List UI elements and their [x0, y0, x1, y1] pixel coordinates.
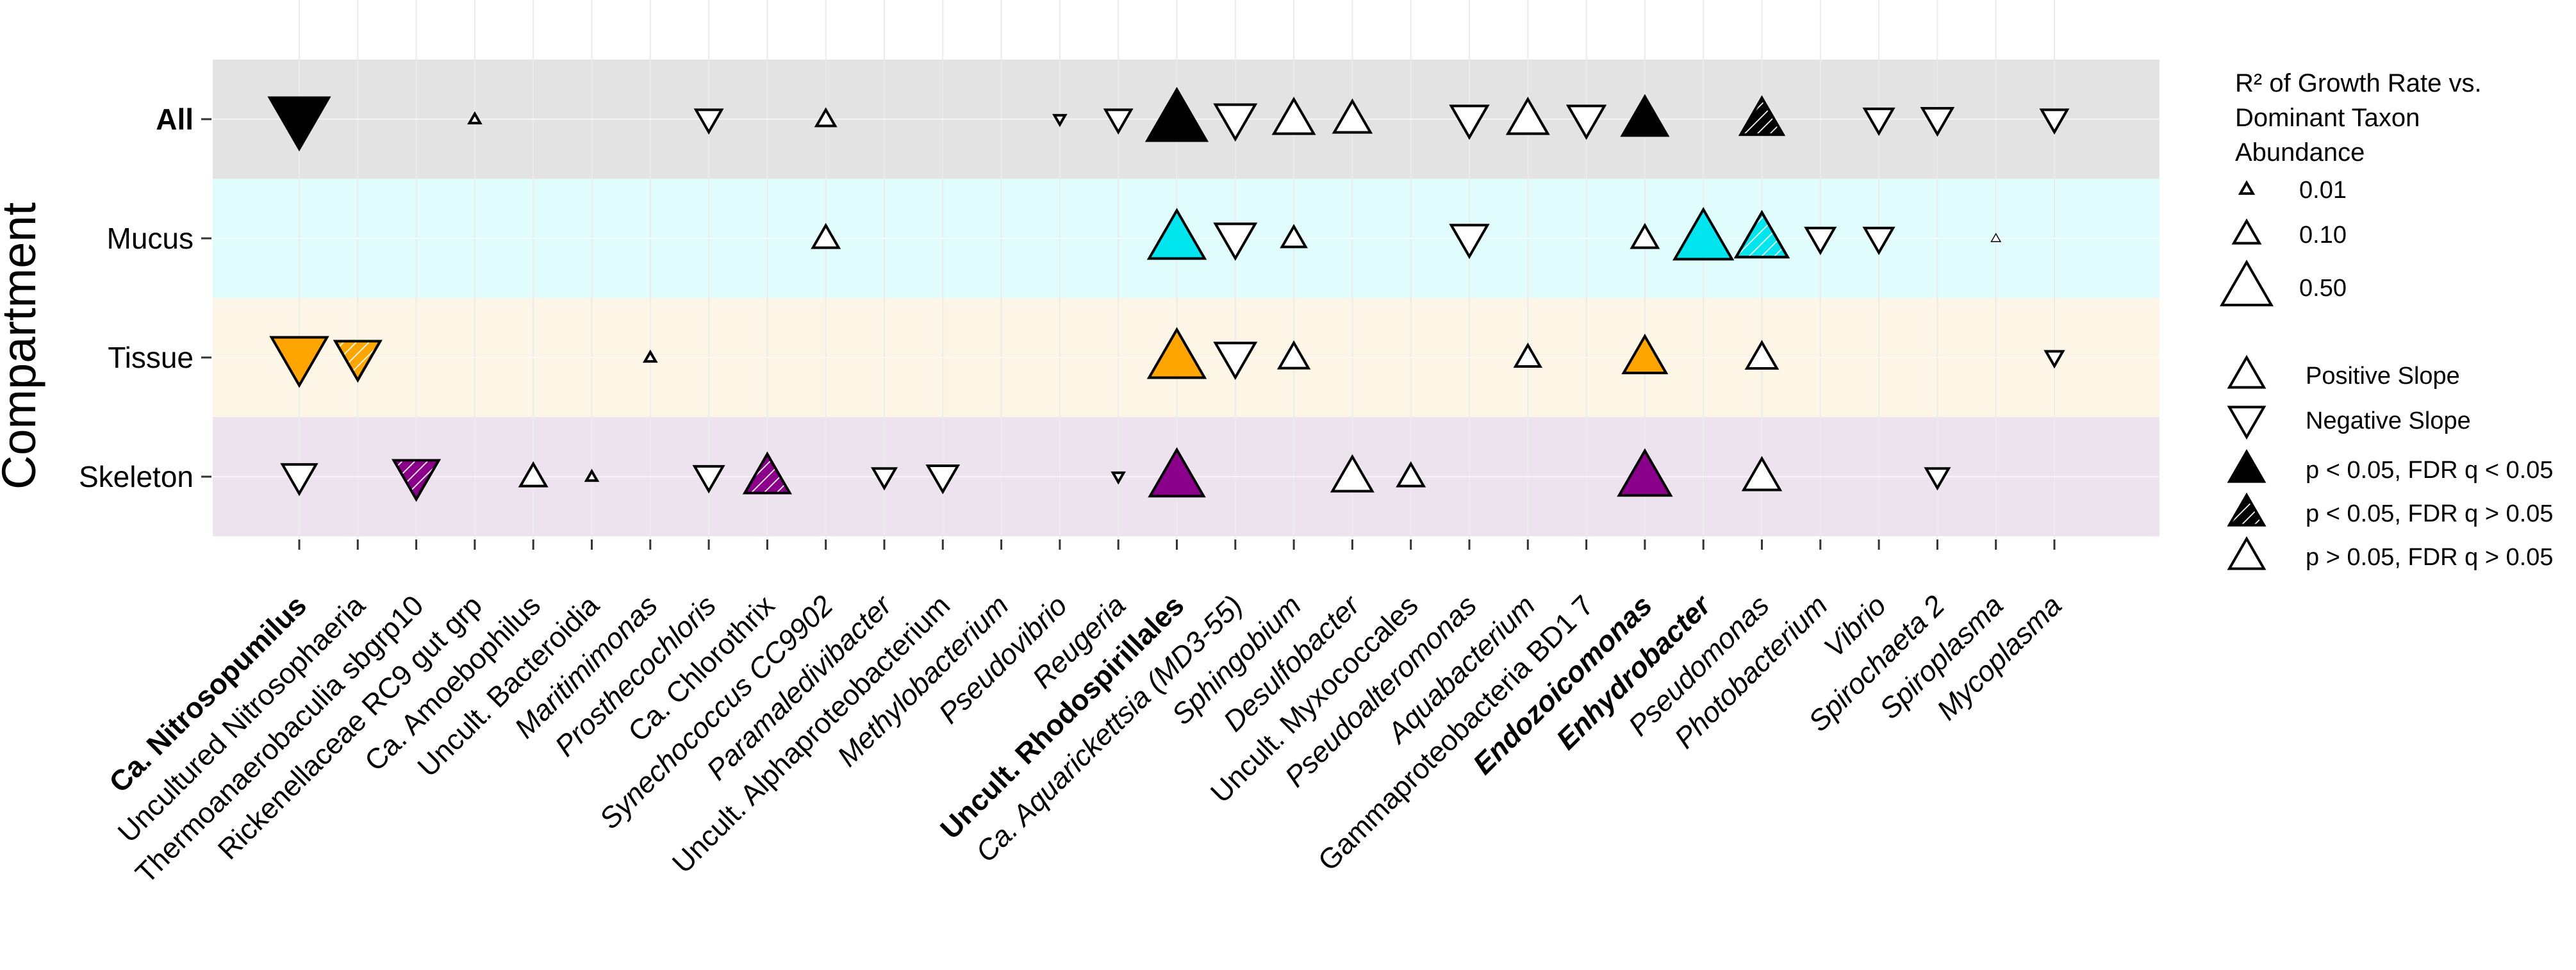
data-point: [1617, 448, 1673, 497]
data-point: [692, 464, 725, 494]
y-axis-title: Compartment: [0, 202, 45, 489]
data-point: [1280, 224, 1308, 249]
data-point: [1738, 95, 1786, 136]
legend-size-key: [2231, 218, 2262, 245]
data-point: [280, 463, 318, 497]
data-point: [814, 107, 838, 127]
legend-size-key: [2219, 259, 2274, 307]
legend-shape-label: Positive Slope: [2306, 363, 2460, 390]
data-point: [1920, 106, 1955, 137]
data-point: [1330, 454, 1375, 493]
data-point: [2039, 108, 2070, 135]
data-point: [1144, 86, 1209, 142]
data-point: [1449, 104, 1490, 140]
data-point: [1672, 207, 1735, 261]
legend-shape-label: p < 0.05, FDR q > 0.05: [2306, 500, 2554, 527]
legend-size-title: Dominant Taxon: [2235, 104, 2420, 132]
data-point: [1213, 341, 1258, 381]
y-tick-tissue: Tissue: [108, 341, 194, 374]
data-point: [925, 464, 961, 495]
data-point: [1505, 96, 1550, 135]
data-point: [1213, 103, 1258, 142]
data-point: [1052, 113, 1068, 127]
data-point: [642, 349, 658, 363]
data-point: [1630, 222, 1660, 249]
data-point: [1621, 333, 1669, 375]
legend-size-label: 0.10: [2299, 222, 2347, 249]
data-point: [742, 451, 792, 495]
data-point: [1862, 226, 1895, 256]
data-point: [1276, 340, 1311, 370]
legend-size-title: Abundance: [2235, 138, 2365, 167]
legend-shape-key: [2227, 354, 2266, 389]
data-point: [1744, 340, 1779, 370]
legend-shape-key: [2227, 536, 2266, 570]
data-point: [1213, 222, 1258, 261]
data-point: [1862, 107, 1895, 136]
data-point: [333, 340, 383, 383]
data-point: [1513, 342, 1543, 368]
y-tick-labels: All Mucus Tissue Skeleton: [79, 103, 211, 493]
data-point: [693, 108, 724, 135]
data-points: [267, 86, 2070, 502]
data-point: [1449, 224, 1490, 259]
legend: R² of Growth Rate vs. Dominant Taxon Abund…: [2219, 69, 2554, 571]
legend-shape-key: [2227, 492, 2266, 527]
y-tick-skeleton: Skeleton: [79, 460, 194, 493]
legend-size-key: [2238, 180, 2256, 195]
data-point: [1990, 233, 2002, 242]
data-point: [267, 96, 331, 152]
data-point: [1146, 208, 1207, 260]
data-point: [1271, 96, 1316, 135]
data-point: [1146, 327, 1207, 379]
data-point: [1733, 210, 1790, 259]
grid-lines: [213, 0, 2159, 538]
legend-shape-label: Negative Slope: [2306, 407, 2471, 434]
data-point: [870, 467, 898, 491]
legend-shape-label: p > 0.05, FDR q > 0.05: [2306, 544, 2554, 571]
data-point: [1110, 471, 1127, 485]
data-point: [518, 461, 549, 488]
legend-size-label: 0.50: [2299, 275, 2347, 302]
data-point: [269, 336, 329, 388]
data-point: [467, 111, 483, 125]
data-point: [1332, 98, 1373, 134]
data-point: [1741, 456, 1783, 491]
data-point: [811, 222, 841, 249]
data-point: [1103, 108, 1134, 135]
data-point: [1396, 461, 1426, 488]
data-point: [1620, 94, 1670, 137]
data-point: [1565, 104, 1607, 140]
data-point: [584, 468, 600, 482]
legend-shape-label: p < 0.05, FDR q < 0.05: [2306, 457, 2554, 484]
data-point: [392, 459, 442, 502]
y-tick-all: All: [156, 103, 194, 136]
data-point: [1804, 226, 1837, 256]
x-tick-label: Uncultured Nitrosophaeria: [111, 588, 372, 848]
legend-shape-key: [2227, 448, 2266, 483]
data-point: [1924, 467, 1951, 491]
data-point: [2043, 350, 2065, 369]
legend-size-label: 0.01: [2299, 177, 2347, 204]
legend-shape-key: [2227, 406, 2266, 440]
data-point: [1148, 447, 1206, 498]
legend-size-title: R² of Growth Rate vs.: [2235, 69, 2482, 97]
y-tick-mucus: Mucus: [107, 222, 194, 255]
